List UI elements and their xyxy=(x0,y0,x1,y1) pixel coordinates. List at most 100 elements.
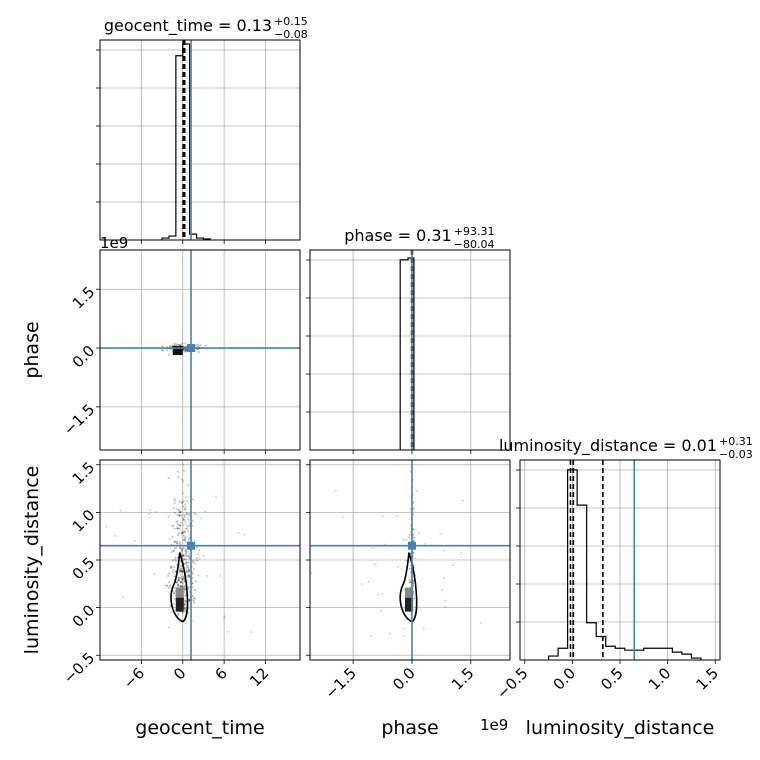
sample-point xyxy=(183,562,186,565)
sample-point xyxy=(182,554,185,557)
sample-point xyxy=(119,509,122,512)
sample-point xyxy=(181,532,184,535)
sample-point xyxy=(183,608,186,611)
sample-point xyxy=(412,593,415,596)
sample-point xyxy=(171,524,174,527)
sample-point xyxy=(185,513,188,516)
sample-point xyxy=(185,511,188,514)
sample-point xyxy=(187,484,190,487)
sample-point xyxy=(403,635,406,638)
sample-point xyxy=(197,574,200,577)
sample-point xyxy=(174,570,177,573)
sample-point xyxy=(184,540,187,543)
sample-point xyxy=(194,580,197,583)
sample-point xyxy=(165,584,168,587)
contour-line xyxy=(170,552,189,623)
sample-point xyxy=(412,528,415,531)
histogram-geocent_time xyxy=(161,43,211,240)
sample-point xyxy=(168,538,171,541)
x-axis-label-phase: phase xyxy=(381,717,438,739)
sample-point xyxy=(165,584,168,587)
sample-point xyxy=(176,580,179,583)
y-tick-label: 0.0 xyxy=(69,601,99,631)
sample-point xyxy=(180,585,183,588)
sample-point xyxy=(177,533,180,536)
density-core xyxy=(404,597,413,612)
y-tick-label: −1.5 xyxy=(60,400,98,438)
sample-point xyxy=(179,573,182,576)
truth-marker xyxy=(187,541,196,550)
sample-point xyxy=(161,349,164,352)
sample-point xyxy=(175,343,178,346)
sample-point xyxy=(178,513,181,516)
sample-point xyxy=(173,597,176,600)
sample-point xyxy=(179,585,182,588)
sample-point xyxy=(179,547,182,550)
sample-point xyxy=(193,597,196,600)
sample-point xyxy=(179,585,182,588)
sample-point xyxy=(171,570,174,573)
sample-point xyxy=(179,510,182,513)
sample-point xyxy=(184,588,187,591)
sample-point xyxy=(186,500,189,503)
sample-point xyxy=(185,535,188,538)
sample-point xyxy=(183,587,186,590)
panel-luminosity_distance-vs-geocent_time: −0.5 0.0 0.5 1.0 1.5 −6 0 6 12 xyxy=(60,458,301,692)
sample-point xyxy=(187,574,190,577)
sample-point xyxy=(173,499,176,502)
sample-point xyxy=(176,614,179,617)
sample-point xyxy=(380,609,383,612)
sample-point xyxy=(198,549,201,552)
sample-point xyxy=(181,611,184,614)
sample-point xyxy=(187,586,190,589)
sample-point xyxy=(198,557,201,560)
title-superscript: +0.31 xyxy=(719,435,753,448)
sample-point xyxy=(176,542,179,545)
sample-point xyxy=(186,561,189,564)
sample-point xyxy=(177,576,180,579)
y-axis-label-luminosity_distance: luminosity_distance xyxy=(21,466,43,655)
sample-point xyxy=(403,588,406,591)
sample-point xyxy=(169,567,172,570)
y-tick-label: 1.5 xyxy=(69,458,99,488)
panel-background xyxy=(100,250,300,450)
sample-point xyxy=(187,561,190,564)
sample-point xyxy=(185,496,188,499)
sample-point xyxy=(168,581,171,584)
sample-point xyxy=(184,600,187,603)
x-tick-label: −6 xyxy=(120,664,148,692)
sample-point xyxy=(176,522,179,525)
sample-point xyxy=(408,533,411,536)
sample-point xyxy=(181,492,184,495)
sample-point xyxy=(178,344,181,347)
title-text: phase = 0.31 xyxy=(344,226,451,245)
sample-point xyxy=(184,550,187,553)
sample-point xyxy=(193,597,196,600)
sample-point xyxy=(185,548,188,551)
x-tick-label: 12 xyxy=(246,664,272,690)
sample-point xyxy=(183,515,186,518)
sample-point xyxy=(178,569,181,572)
sample-point xyxy=(180,550,183,553)
x-tick-label: 0.0 xyxy=(389,664,419,694)
sample-point xyxy=(180,564,183,567)
sample-point xyxy=(172,524,175,527)
sample-point xyxy=(196,559,199,562)
sample-point xyxy=(178,511,181,514)
sample-point xyxy=(441,588,444,591)
sample-point xyxy=(184,506,187,509)
density-core xyxy=(172,346,183,356)
sample-point xyxy=(182,518,185,521)
sample-point xyxy=(183,558,186,561)
sample-point xyxy=(183,536,186,539)
sample-point xyxy=(185,552,188,555)
x-tick-label: 0 xyxy=(170,664,189,683)
sample-point xyxy=(169,604,172,607)
panel-frame xyxy=(99,459,301,661)
sample-point xyxy=(179,569,182,572)
sample-point xyxy=(226,630,229,633)
sample-point xyxy=(185,562,188,565)
sample-point xyxy=(170,611,173,614)
sample-point xyxy=(181,570,184,573)
sample-point xyxy=(182,480,185,483)
